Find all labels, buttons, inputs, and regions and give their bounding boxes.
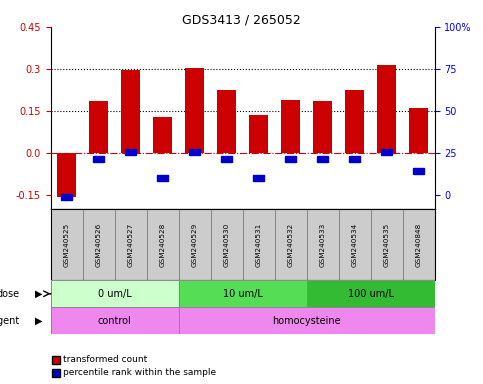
Text: GSM240530: GSM240530 — [224, 223, 230, 267]
Bar — [409, 108, 428, 153]
Text: GSM240532: GSM240532 — [288, 223, 294, 267]
Text: ▶: ▶ — [35, 289, 43, 299]
Bar — [125, 149, 136, 155]
Bar — [249, 115, 269, 153]
Text: GSM240527: GSM240527 — [128, 223, 134, 267]
Bar — [413, 168, 424, 174]
Text: GSM240525: GSM240525 — [64, 223, 70, 267]
Text: ▶: ▶ — [35, 316, 43, 326]
Text: GSM240529: GSM240529 — [192, 223, 198, 267]
Bar — [345, 90, 364, 153]
Bar — [57, 153, 76, 197]
Text: GSM240534: GSM240534 — [352, 223, 358, 267]
Bar — [93, 156, 104, 162]
Bar — [51, 280, 179, 307]
Bar — [89, 101, 108, 153]
Bar — [157, 175, 168, 182]
Text: 0 um/L: 0 um/L — [98, 289, 131, 299]
Text: percentile rank within the sample: percentile rank within the sample — [63, 368, 216, 377]
Text: GSM240526: GSM240526 — [96, 223, 102, 267]
Text: homocysteine: homocysteine — [272, 316, 341, 326]
Text: dose: dose — [0, 289, 19, 299]
Bar — [179, 280, 307, 307]
Bar — [121, 70, 141, 153]
Bar — [285, 156, 296, 162]
Text: 100 um/L: 100 um/L — [348, 289, 394, 299]
Text: GSM240535: GSM240535 — [384, 223, 390, 267]
Text: 10 um/L: 10 um/L — [223, 289, 263, 299]
Bar — [51, 307, 179, 334]
Bar — [381, 149, 392, 155]
Text: GSM240533: GSM240533 — [320, 223, 326, 267]
Bar — [307, 280, 435, 307]
Text: transformed count: transformed count — [63, 354, 147, 364]
Bar — [185, 68, 204, 153]
Bar — [153, 117, 172, 153]
Bar — [281, 100, 300, 153]
Bar — [217, 90, 236, 153]
Bar — [221, 156, 232, 162]
Bar — [61, 194, 72, 200]
Bar — [377, 65, 397, 153]
Text: GSM240531: GSM240531 — [256, 223, 262, 267]
Bar — [317, 156, 328, 162]
Bar — [349, 156, 360, 162]
Text: control: control — [98, 316, 131, 326]
Bar — [189, 149, 200, 155]
Text: GSM240528: GSM240528 — [160, 223, 166, 267]
Bar — [313, 101, 332, 153]
Bar — [179, 307, 435, 334]
Text: GSM240848: GSM240848 — [416, 223, 422, 267]
Text: agent: agent — [0, 316, 19, 326]
Bar — [253, 175, 264, 182]
Text: GDS3413 / 265052: GDS3413 / 265052 — [182, 13, 301, 26]
